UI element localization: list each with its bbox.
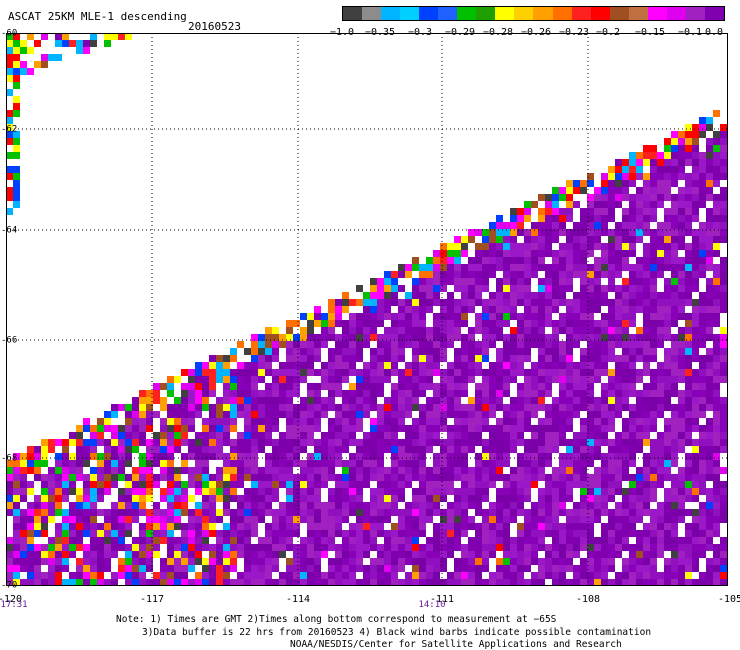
longitude-tick-label: -117: [139, 594, 165, 605]
latitude-tick-label: -66: [1, 335, 18, 346]
color-swatch: [400, 7, 420, 20]
color-scale-tick-label: −1.0: [329, 27, 355, 38]
color-swatch: [704, 7, 724, 20]
color-scale-tick-label: −0.2: [595, 27, 621, 38]
latitude-tick-label: -60: [1, 28, 18, 39]
map-date: 20160523: [188, 20, 241, 33]
color-scale-tick-label: −0.26: [520, 27, 552, 38]
color-swatch: [495, 7, 515, 20]
latitude-tick-label: -68: [1, 453, 18, 464]
color-swatch: [552, 7, 572, 20]
longitude-tick-label: -114: [285, 594, 311, 605]
longitude-tick-label: -105: [717, 594, 740, 605]
color-scale-tick-label: −0.29: [444, 27, 476, 38]
color-swatch: [381, 7, 401, 20]
time-label-mid: 14:10: [418, 600, 446, 610]
latitude-tick-label: -64: [1, 225, 18, 236]
color-scale-tick-label: −0.3: [407, 27, 433, 38]
color-swatch: [685, 7, 705, 20]
color-scale-bar: [342, 6, 725, 21]
color-scale-tick-label: −0.23: [558, 27, 590, 38]
color-scale-tick-label: −0.28: [482, 27, 514, 38]
color-swatch: [647, 7, 667, 20]
latitude-tick-label: -62: [1, 124, 18, 135]
longitude-tick-label: -120: [0, 594, 23, 605]
plot-border: [6, 33, 728, 586]
map-title: ASCAT 25KM MLE-1 descending: [8, 10, 187, 23]
color-swatch: [476, 7, 496, 20]
color-swatch: [590, 7, 610, 20]
time-label-start: 17:31: [0, 600, 28, 610]
longitude-tick-label: -108: [575, 594, 601, 605]
color-swatch: [438, 7, 458, 20]
color-swatch: [514, 7, 534, 20]
lat-lon-grid: [6, 33, 728, 586]
longitude-tick-label: -111: [429, 594, 455, 605]
color-swatch: [571, 7, 591, 20]
color-scale-tick-label: −0.35: [364, 27, 396, 38]
color-swatch: [609, 7, 629, 20]
color-scale-tick-label: −0.15: [634, 27, 666, 38]
color-swatch: [362, 7, 382, 20]
note-line-2: 3)Data buffer is 22 hrs from 20160523 4)…: [142, 627, 652, 638]
note-line-3: NOAA/NESDIS/Center for Satellite Applica…: [290, 639, 622, 650]
swath-map: [6, 33, 728, 586]
color-swatch: [628, 7, 648, 20]
color-scale-tick-label: 0.0: [704, 27, 724, 38]
color-swatch: [666, 7, 686, 20]
color-swatch: [343, 7, 363, 20]
note-line-1: Note: 1) Times are GMT 2)Times along bot…: [116, 614, 557, 625]
color-swatch: [457, 7, 477, 20]
color-scale-tick-label: −0.1: [677, 27, 703, 38]
color-swatch: [533, 7, 553, 20]
latitude-tick-label: -70: [1, 580, 18, 591]
color-swatch: [419, 7, 439, 20]
